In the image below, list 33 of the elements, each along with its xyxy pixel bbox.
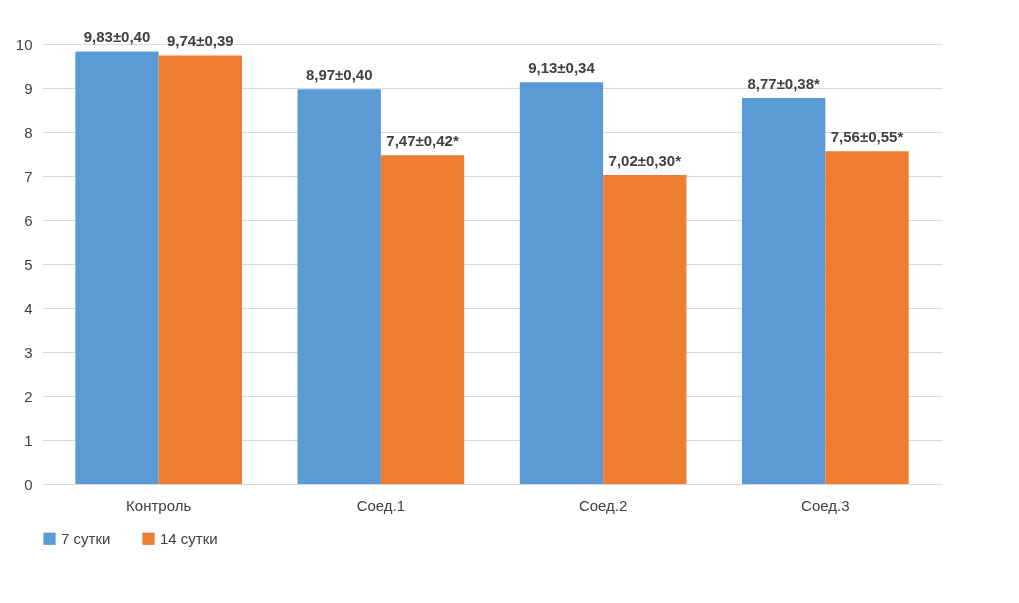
bar — [158, 55, 242, 484]
bar — [297, 89, 381, 484]
y-tick-label: 7 — [24, 167, 33, 185]
bar — [742, 98, 826, 484]
y-tick-label: 2 — [24, 387, 33, 405]
data-label: 9,74±0,39 — [167, 32, 234, 50]
y-tick-label: 6 — [24, 211, 33, 229]
y-tick-label: 8 — [24, 123, 33, 141]
x-tick-label: Соед.2 — [578, 496, 628, 514]
x-tick-label: Соед.3 — [801, 496, 850, 514]
data-label: 7,47±0,42* — [386, 132, 459, 150]
data-label: 8,77±0,38* — [747, 75, 821, 93]
y-tick-label: 9 — [24, 79, 33, 97]
y-tick-label: 0 — [24, 475, 33, 493]
data-label: 7,02±0,30* — [608, 152, 682, 170]
bar — [75, 51, 159, 484]
y-tick-label: 1 — [24, 431, 33, 449]
data-label: 8,97±0,40 — [305, 66, 373, 84]
y-tick-label: 4 — [24, 299, 33, 317]
y-tick-label: 5 — [24, 255, 33, 273]
data-label: 9,83±0,40 — [83, 28, 151, 46]
bar — [603, 175, 687, 484]
y-tick-label: 10 — [15, 35, 33, 53]
bar — [380, 155, 465, 484]
bar — [519, 82, 604, 484]
x-tick-label: Соед.1 — [356, 496, 406, 514]
data-label: 9,13±0,34 — [528, 59, 596, 77]
legend-label: 7 сутки — [61, 529, 111, 547]
bar — [825, 151, 909, 484]
legend-label: 14 сутки — [160, 529, 218, 547]
y-tick-label: 3 — [24, 343, 33, 361]
x-tick-label: Контроль — [126, 496, 192, 514]
data-label: 7,56±0,55* — [830, 128, 904, 146]
